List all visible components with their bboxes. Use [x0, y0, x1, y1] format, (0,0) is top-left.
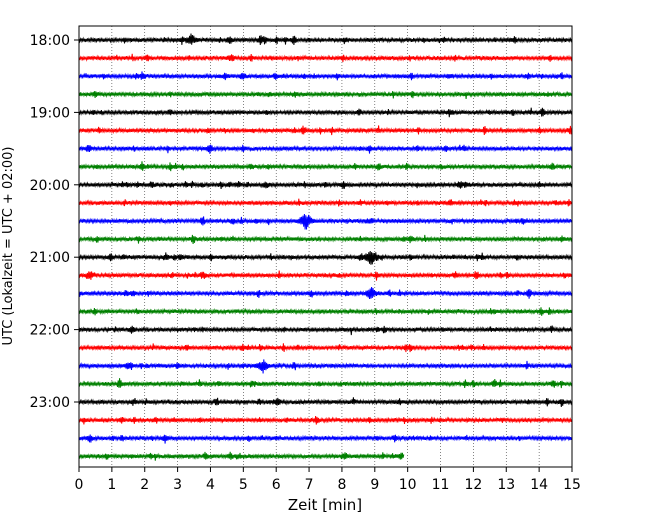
trace-1900 — [78, 107, 573, 118]
trace-2215 — [78, 343, 573, 353]
x-tick-label: 9 — [370, 477, 379, 493]
trace-2315 — [78, 416, 573, 425]
trace-2100 — [78, 250, 573, 265]
trace-2000 — [78, 180, 573, 189]
y-axis-label: UTC (Lokalzeit = UTC + 02:00) — [1, 147, 16, 346]
trace-1830 — [78, 71, 573, 81]
trace-1800 — [78, 33, 573, 46]
x-tick-label: 14 — [530, 477, 548, 493]
trace-2030 — [78, 213, 573, 230]
trace-2015 — [78, 198, 573, 207]
trace-1915 — [78, 125, 573, 136]
x-tick-label: 15 — [563, 477, 581, 493]
trace-1845 — [78, 90, 573, 99]
x-tick-label: 12 — [464, 477, 482, 493]
trace-2115 — [78, 270, 573, 281]
y-tick-label: 22:00 — [30, 323, 70, 339]
x-tick-label: 8 — [337, 477, 346, 493]
x-tick-label: 2 — [140, 477, 149, 493]
x-tick-label: 11 — [432, 477, 450, 493]
trace-2230 — [78, 359, 573, 374]
x-tick-label: 0 — [75, 477, 84, 493]
y-axis: 18:00 19:00 20:00 21:00 22:00 23:00 — [30, 33, 79, 411]
trace-1815 — [78, 53, 573, 63]
trace-2330 — [78, 434, 573, 444]
x-tick-label: 1 — [107, 477, 116, 493]
trace-2245 — [78, 378, 573, 389]
y-tick-label: 18:00 — [30, 33, 70, 49]
trace-2345 — [78, 451, 405, 461]
y-tick-label: 23:00 — [30, 395, 70, 411]
trace-2130 — [78, 286, 573, 299]
x-tick-label: 7 — [305, 477, 314, 493]
y-tick-label: 21:00 — [30, 250, 70, 266]
x-tick-label: 3 — [173, 477, 182, 493]
x-tick-label: 13 — [497, 477, 515, 493]
trace-2145 — [78, 307, 573, 316]
x-tick-label: 4 — [206, 477, 215, 493]
y-tick-label: 19:00 — [30, 105, 70, 121]
x-tick-label: 10 — [399, 477, 417, 493]
trace-2200 — [78, 325, 573, 336]
x-axis-label: Zeit [min] — [288, 496, 362, 514]
x-axis: 0 1 2 3 4 5 6 7 8 9 10 11 12 13 14 15 — [75, 467, 581, 493]
trace-1930 — [78, 144, 573, 154]
trace-2045 — [78, 234, 573, 244]
trace-2300 — [78, 397, 573, 407]
x-tick-label: 6 — [272, 477, 281, 493]
trace-1945 — [78, 161, 573, 172]
traces — [78, 33, 573, 461]
y-tick-label: 20:00 — [30, 178, 70, 194]
x-tick-label: 5 — [239, 477, 248, 493]
plot-frame — [78, 25, 573, 468]
